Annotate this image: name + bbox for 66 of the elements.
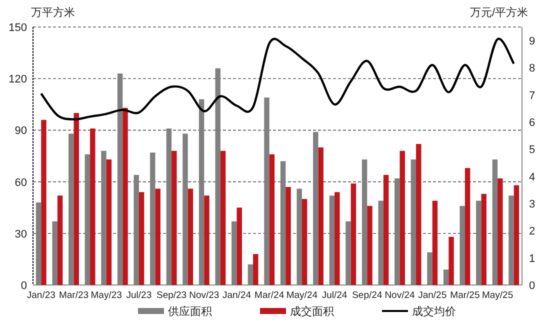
bar xyxy=(253,254,258,285)
legend-label: 成交均价 xyxy=(412,305,456,318)
bar xyxy=(302,199,308,285)
bar xyxy=(286,186,291,285)
y2-tick-label: 9 xyxy=(528,36,536,48)
bar xyxy=(367,206,372,285)
y2-tick-label: 4 xyxy=(528,171,536,184)
legend-label: 供应面积 xyxy=(168,305,212,318)
y2-tick-label: 6 xyxy=(528,117,536,130)
bar xyxy=(41,120,46,285)
x-tick-label: Mar/23 xyxy=(58,290,89,301)
bar xyxy=(334,192,340,285)
bar xyxy=(220,150,226,285)
y2-tick-label: 5 xyxy=(528,144,536,156)
bar xyxy=(383,174,389,285)
y2-tick-label: 2 xyxy=(528,226,536,238)
bar xyxy=(318,147,324,285)
bar xyxy=(122,108,128,285)
bar xyxy=(236,208,242,285)
bar xyxy=(464,168,470,285)
x-tick-label: Nov/23 xyxy=(189,290,220,301)
x-tick-label: Jul/24 xyxy=(322,290,348,301)
y2-tick-label: 1 xyxy=(528,252,536,265)
x-tick-label: Sep/24 xyxy=(352,290,382,301)
y2-tick-label: 7 xyxy=(528,90,536,102)
y2-tick-label: 3 xyxy=(528,198,536,211)
x-tick-label: Jan/24 xyxy=(222,290,252,301)
x-tick-label: May/25 xyxy=(482,290,514,301)
x-tick-label: Jul/23 xyxy=(126,290,152,301)
bar xyxy=(74,113,79,285)
bar xyxy=(90,128,96,285)
y-tick-label: 30 xyxy=(14,228,27,240)
y-tick-label: 0 xyxy=(20,280,27,292)
bar xyxy=(514,185,520,285)
y-tick-label: 120 xyxy=(8,74,27,86)
bar xyxy=(155,188,160,285)
bar xyxy=(481,194,486,285)
x-tick-label: Jan/25 xyxy=(418,290,447,301)
bar xyxy=(204,196,210,285)
legend-label: 成交面积 xyxy=(290,305,334,318)
bar xyxy=(188,188,194,285)
x-tick-label: May/23 xyxy=(90,290,122,301)
bar xyxy=(138,192,144,285)
y-tick-label: 150 xyxy=(8,22,27,34)
bar xyxy=(416,144,422,285)
bar xyxy=(432,200,438,285)
bar xyxy=(57,196,63,285)
x-tick-label: Jan/23 xyxy=(26,290,56,301)
bar xyxy=(350,184,356,285)
x-tick-label: Mar/25 xyxy=(450,290,480,301)
x-tick-label: Sep/23 xyxy=(156,290,187,301)
bar xyxy=(106,159,112,285)
bar xyxy=(498,178,503,285)
y-tick-label: 90 xyxy=(14,125,27,138)
bar xyxy=(172,150,177,285)
y2-tick-label: 8 xyxy=(528,62,536,75)
y2-tick-label: 0 xyxy=(528,280,536,292)
y-tick-label: 60 xyxy=(14,176,27,189)
y-axis-title: 万平方米 xyxy=(31,6,75,19)
x-tick-label: Mar/24 xyxy=(254,290,284,301)
x-tick-label: Nov/24 xyxy=(384,290,415,301)
bar xyxy=(269,154,275,285)
bar xyxy=(448,236,454,285)
y2-axis-title: 万元/平方米 xyxy=(470,6,528,19)
x-tick-label: May/24 xyxy=(286,290,318,301)
bar xyxy=(400,150,405,285)
